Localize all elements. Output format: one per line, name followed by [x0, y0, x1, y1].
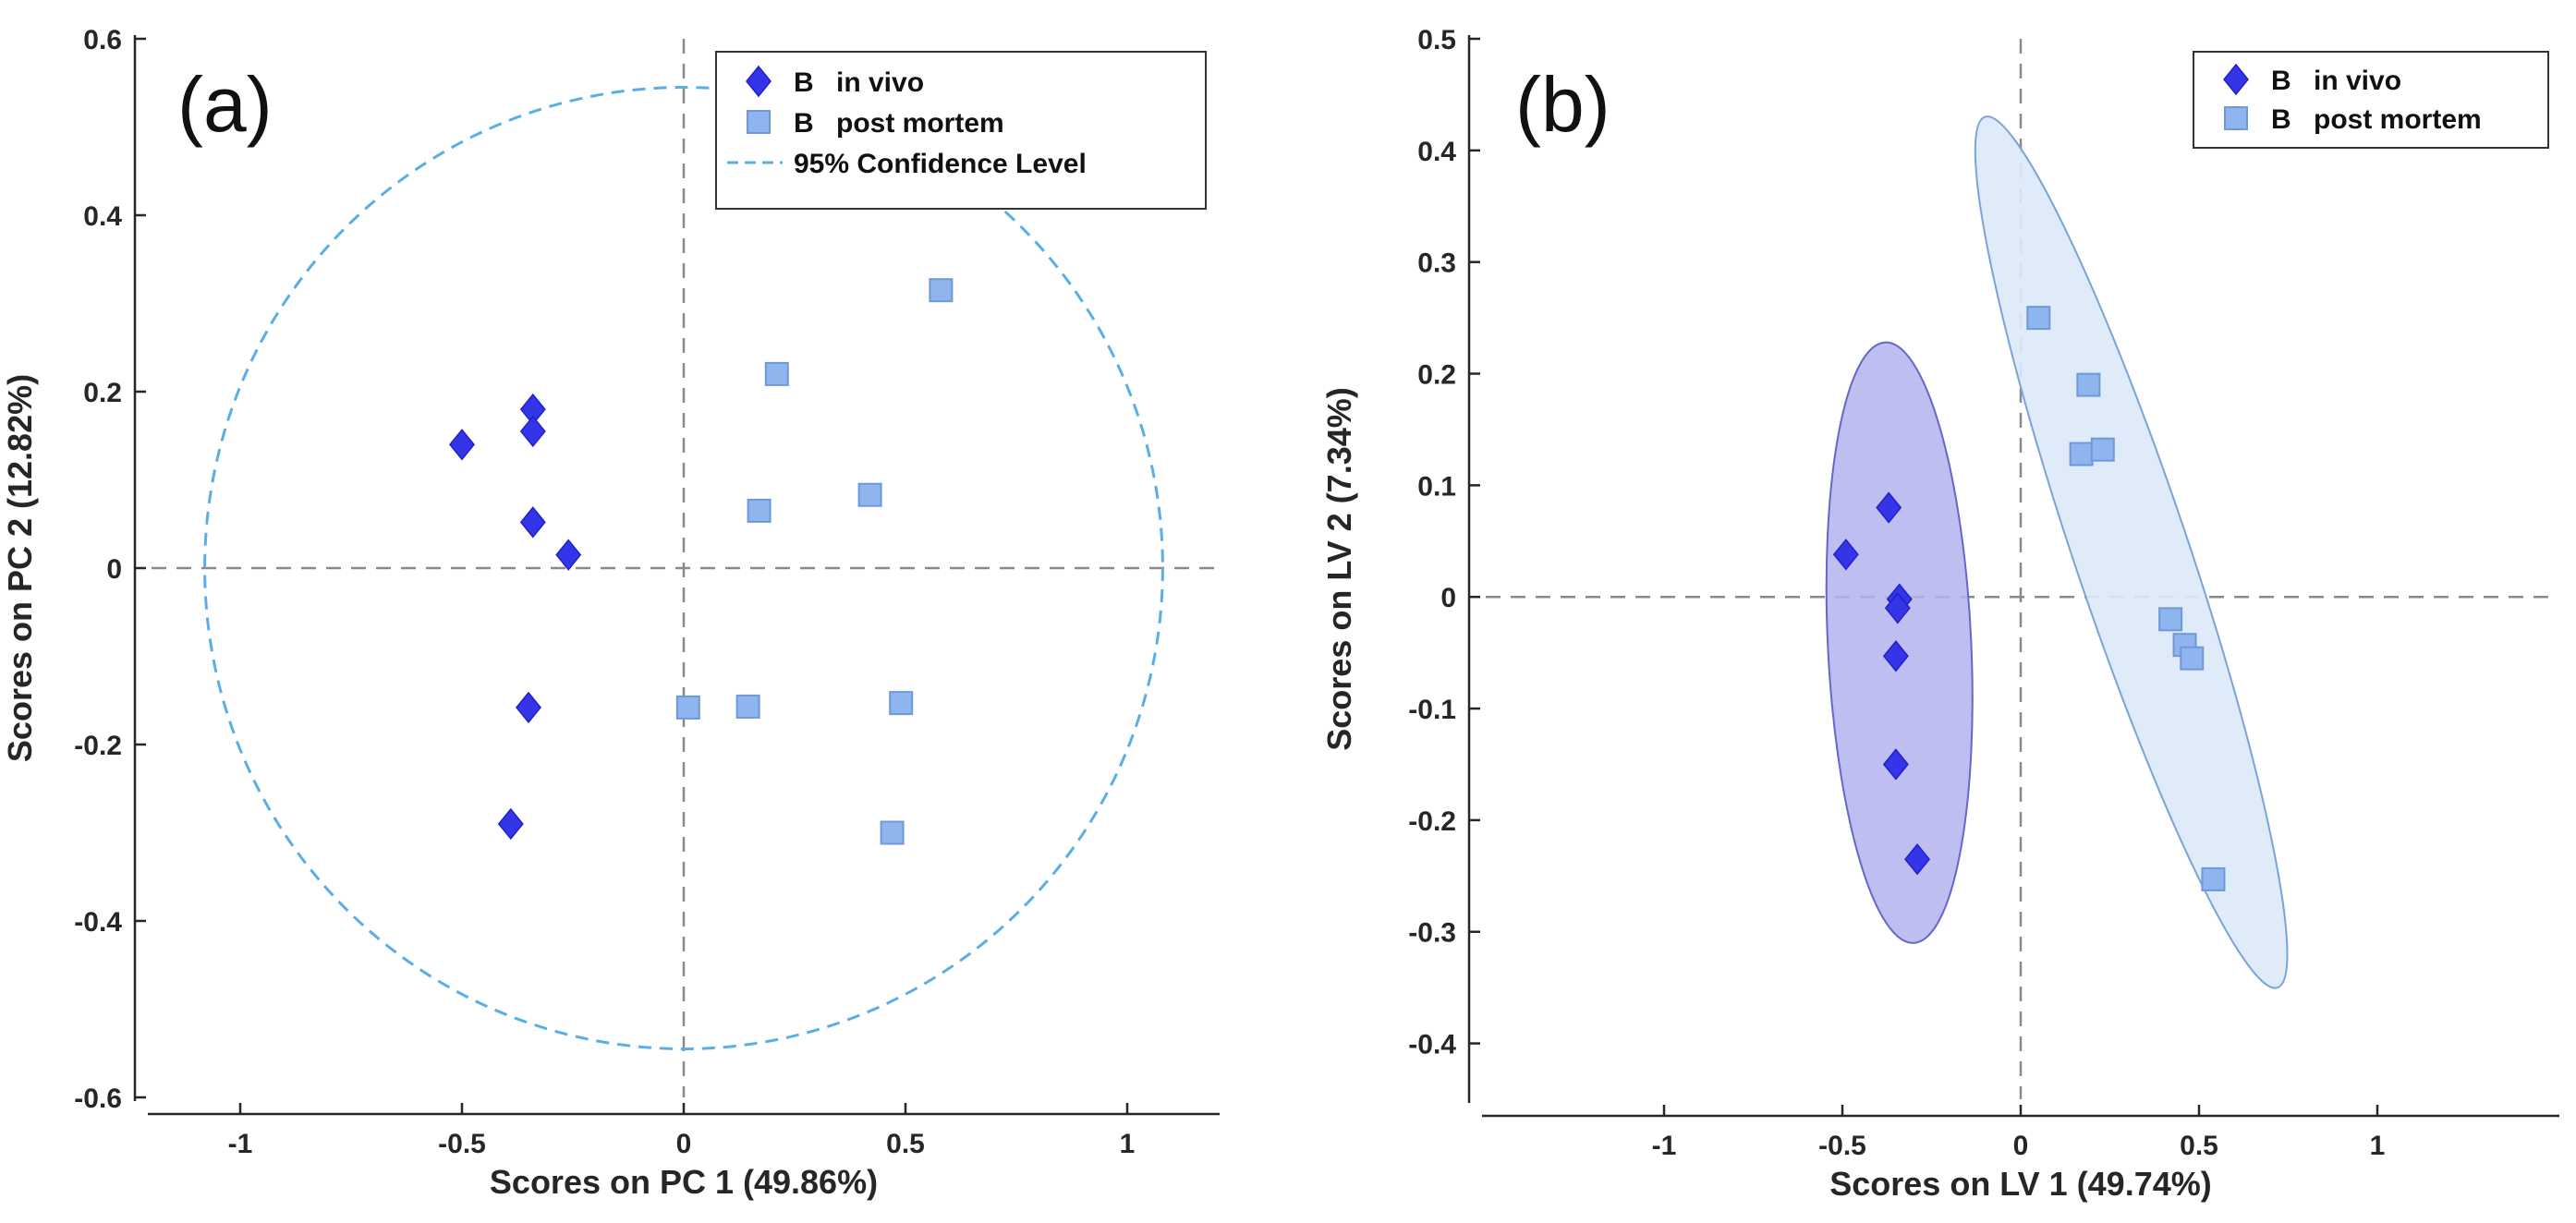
data-point-in-vivo	[497, 807, 524, 841]
data-point-post-mortem	[880, 820, 905, 845]
data-point-post-mortem	[889, 691, 914, 716]
x-tick-label: 0.5	[2180, 1131, 2218, 1161]
data-point-in-vivo	[1832, 539, 1859, 571]
data-point-in-vivo	[519, 506, 546, 539]
legend-box	[2193, 51, 2549, 149]
legend-group-label: B	[2271, 104, 2291, 135]
legend-marker-post-mortem	[2224, 106, 2248, 130]
data-point-in-vivo	[1882, 640, 1909, 672]
legend-label: post mortem	[836, 108, 1004, 139]
legend-marker-in-vivo	[2223, 63, 2249, 96]
data-point-post-mortem	[857, 482, 882, 507]
legend-marker-in-vivo	[746, 65, 772, 98]
y-tick-label: 0	[1440, 583, 1456, 613]
y-tick-label: 0.3	[1417, 248, 1456, 279]
panel-label: (a)	[177, 61, 273, 148]
x-tick-label: 0	[676, 1129, 692, 1159]
data-point-post-mortem	[2180, 646, 2205, 671]
data-point-post-mortem	[2076, 372, 2101, 397]
series-post-mortem	[2026, 306, 2226, 891]
data-point-post-mortem	[929, 278, 954, 303]
y-tick-label: 0.2	[83, 378, 122, 408]
class-ellipse-post-mortem	[1974, 115, 2289, 989]
panel-label: (b)	[1515, 61, 1610, 148]
data-point-in-vivo	[555, 539, 582, 571]
confidence-ellipse	[203, 86, 1164, 1050]
legend-box	[715, 51, 1207, 210]
y-axis-label: Scores on PC 2 (12.82%)	[1, 374, 39, 762]
data-point-in-vivo	[1904, 843, 1931, 876]
x-tick-label: 0.5	[886, 1129, 925, 1159]
data-point-post-mortem	[2201, 866, 2226, 891]
y-tick-label: -0.6	[74, 1084, 122, 1114]
y-axis-label: Scores on LV 2 (7.34%)	[1320, 387, 1358, 750]
data-point-post-mortem	[2090, 437, 2115, 462]
x-axis-label: Scores on PC 1 (49.86%)	[490, 1163, 878, 1201]
legend-label: in vivo	[836, 67, 924, 98]
data-point-in-vivo	[1884, 592, 1911, 624]
x-tick-label: -1	[228, 1129, 253, 1159]
series-in-vivo	[1832, 491, 1931, 876]
data-point-in-vivo	[1882, 748, 1909, 781]
chart-panel-b: -0.4 -0.3 -0.2 -0.1 0 0.1 0.2 0.3 0.4 0.5 -1 -0.5 0 0…	[1320, 25, 2559, 1203]
y-tick-label: -0.4	[74, 907, 122, 938]
legend-group-label: B	[2271, 66, 2291, 96]
data-point-in-vivo	[516, 691, 541, 724]
x-tick-label: 0	[2013, 1131, 2029, 1161]
y-tick-label: -0.2	[1408, 806, 1456, 837]
series-post-mortem	[675, 278, 954, 845]
y-tick-label: 0.6	[83, 25, 122, 55]
legend-label: post mortem	[2314, 104, 2482, 135]
legend-label: in vivo	[2314, 66, 2401, 96]
data-point-post-mortem	[735, 694, 760, 719]
x-tick-label: 1	[2370, 1131, 2386, 1161]
y-tick-label: -0.1	[1408, 695, 1456, 725]
data-point-in-vivo	[1876, 491, 1902, 524]
data-point-in-vivo	[519, 415, 546, 448]
y-tick-label: 0.5	[1417, 25, 1456, 55]
x-tick-label: -1	[1652, 1131, 1677, 1161]
data-point-post-mortem	[2069, 442, 2094, 466]
chart-panel-a: -0.6 -0.4 -0.2 0 0.2 0.4 0.6 -1 -0.5 0 0.5 1 Scores …	[1, 25, 1220, 1201]
legend-marker-post-mortem	[747, 110, 771, 134]
legend-group-label: B	[794, 108, 814, 139]
data-point-post-mortem	[764, 361, 789, 386]
series-in-vivo	[449, 393, 582, 841]
data-point-post-mortem	[2026, 306, 2051, 331]
y-tick-label: 0.2	[1417, 360, 1456, 391]
y-tick-label: 0.4	[1417, 137, 1456, 167]
x-axis-label: Scores on LV 1 (49.74%)	[1829, 1165, 2212, 1203]
class-ellipse-in-vivo	[1825, 341, 1974, 944]
data-point-in-vivo	[449, 429, 475, 461]
x-tick-label: -0.5	[1818, 1131, 1866, 1161]
y-tick-label: 0	[106, 554, 122, 585]
data-point-post-mortem	[747, 498, 772, 523]
y-tick-label: 0.1	[1417, 471, 1456, 502]
x-tick-label: -0.5	[438, 1129, 486, 1159]
data-point-post-mortem	[2158, 607, 2183, 632]
y-tick-label: 0.4	[83, 201, 122, 232]
legend-label: 95% Confidence Level	[794, 149, 1087, 179]
data-point-post-mortem	[675, 695, 700, 720]
x-tick-label: 1	[1120, 1129, 1136, 1159]
y-tick-label: -0.3	[1408, 918, 1456, 949]
y-tick-label: -0.2	[74, 731, 122, 761]
legend-group-label: B	[794, 67, 814, 98]
y-tick-label: -0.4	[1408, 1030, 1456, 1060]
